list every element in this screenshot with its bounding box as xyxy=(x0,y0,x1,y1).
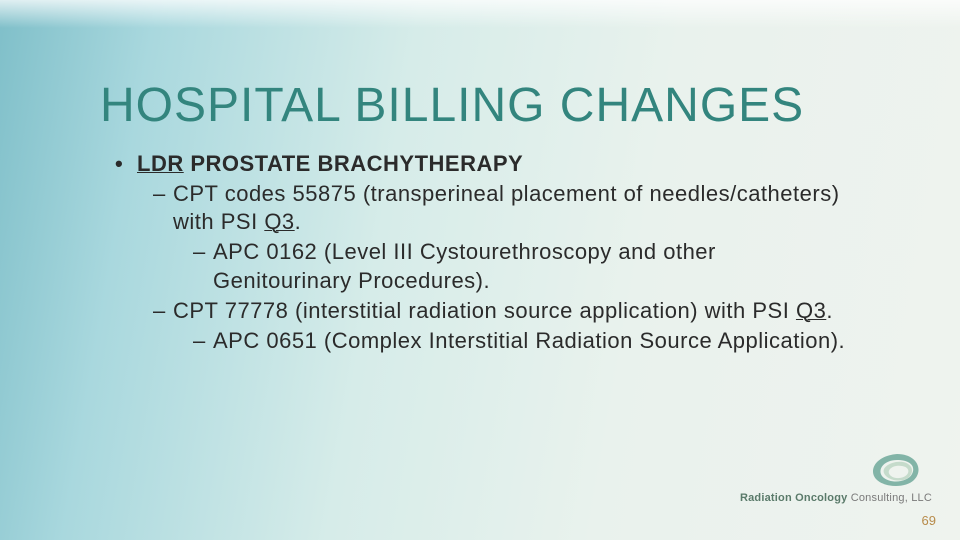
slide-body: LDR PROSTATE BRACHYTHERAPY CPT codes 558… xyxy=(115,150,855,357)
bullet-text: APC 0162 (Level III Cystourethroscopy an… xyxy=(213,239,716,292)
bullet-text: CPT 77778 (interstitial radiation source… xyxy=(173,298,796,323)
logo-text: Radiation Oncology Consulting, LLC xyxy=(740,492,932,504)
bullet-post: . xyxy=(295,209,302,234)
bullet-lvl2-item2: CPT 77778 (interstitial radiation source… xyxy=(115,297,855,325)
logo-text-strong: Radiation Oncology xyxy=(740,492,848,504)
bullet-lvl3-item1: APC 0162 (Level III Cystourethroscopy an… xyxy=(115,238,855,294)
bullet-lvl3-item2: APC 0651 (Complex Interstitial Radiation… xyxy=(115,327,855,355)
bullet-lvl1-underline: LDR xyxy=(137,151,184,176)
bullet-post: . xyxy=(826,298,833,323)
top-glare xyxy=(0,0,960,28)
logo-text-rest: Consulting, LLC xyxy=(847,492,932,504)
bullet-lvl1: LDR PROSTATE BRACHYTHERAPY xyxy=(115,150,855,178)
slide-title: HOSPITAL BILLING CHANGES xyxy=(100,78,804,133)
bullet-underline: Q3 xyxy=(264,209,294,234)
swirl-icon xyxy=(862,450,932,490)
page-number: 69 xyxy=(922,513,936,528)
bullet-lvl1-rest: PROSTATE BRACHYTHERAPY xyxy=(184,151,523,176)
bullet-text: APC 0651 (Complex Interstitial Radiation… xyxy=(213,328,845,353)
slide: HOSPITAL BILLING CHANGES LDR PROSTATE BR… xyxy=(0,0,960,540)
footer-logo: Radiation Oncology Consulting, LLC xyxy=(740,450,932,504)
bullet-lvl2-item1: CPT codes 55875 (transperineal placement… xyxy=(115,180,855,236)
bullet-underline: Q3 xyxy=(796,298,826,323)
